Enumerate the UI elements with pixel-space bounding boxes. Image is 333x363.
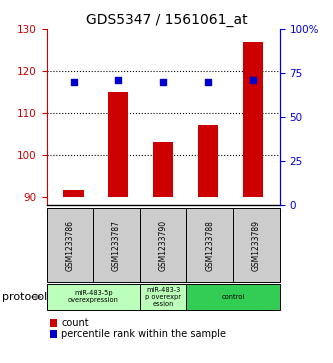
Point bbox=[161, 79, 166, 85]
Text: GSM1233790: GSM1233790 bbox=[159, 220, 168, 271]
Text: miR-483-5p
overexpression: miR-483-5p overexpression bbox=[68, 290, 119, 303]
Text: GDS5347 / 1561061_at: GDS5347 / 1561061_at bbox=[86, 13, 247, 27]
Bar bbox=[108, 92, 129, 197]
Text: protocol: protocol bbox=[2, 292, 47, 302]
Text: count: count bbox=[61, 318, 89, 328]
Text: GSM1233789: GSM1233789 bbox=[252, 220, 261, 271]
Point bbox=[71, 79, 76, 85]
Point bbox=[250, 77, 255, 83]
Text: GSM1233786: GSM1233786 bbox=[65, 220, 75, 271]
Text: miR-483-3
p overexpr
ession: miR-483-3 p overexpr ession bbox=[145, 287, 181, 307]
Bar bbox=[198, 126, 218, 197]
Bar bbox=[63, 191, 84, 197]
Bar bbox=[243, 42, 263, 197]
Text: percentile rank within the sample: percentile rank within the sample bbox=[61, 329, 226, 339]
Bar bbox=[153, 142, 173, 197]
Text: GSM1233788: GSM1233788 bbox=[205, 220, 214, 271]
Text: GSM1233787: GSM1233787 bbox=[112, 220, 121, 271]
Point bbox=[205, 79, 211, 85]
Text: control: control bbox=[221, 294, 245, 300]
Point bbox=[116, 77, 121, 83]
